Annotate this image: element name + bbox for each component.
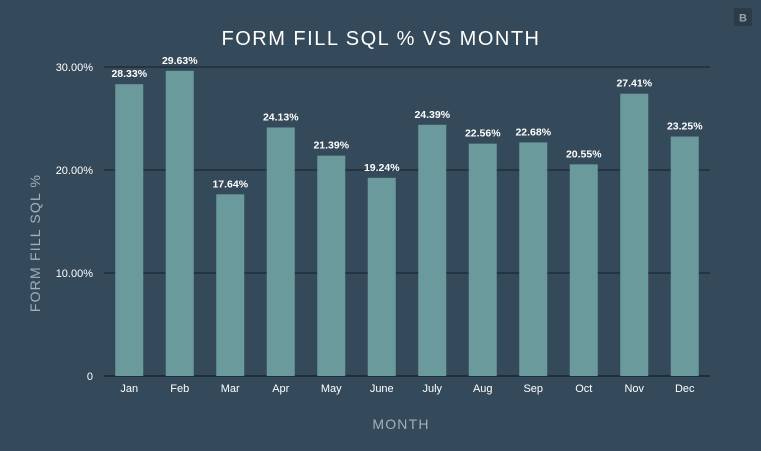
x-tick-label: July (422, 383, 442, 395)
bar (367, 177, 396, 376)
bar (569, 164, 598, 376)
x-tick-label: Dec (675, 383, 695, 395)
bar (620, 93, 649, 376)
data-label: 19.24% (364, 162, 400, 174)
x-tick-label: Jan (120, 383, 138, 395)
data-label: 22.68% (515, 126, 551, 138)
data-label: 27.41% (616, 78, 652, 90)
y-axis-label: FORM FILL SQL % (27, 174, 43, 312)
bar (165, 70, 194, 376)
x-axis-label: MONTH (372, 416, 429, 432)
x-tick-label: Oct (575, 383, 592, 395)
chart-title: FORM FILL SQL % VS MONTH (222, 28, 541, 50)
x-tick-label: Feb (170, 383, 189, 395)
bar (418, 124, 447, 377)
bars (115, 70, 699, 377)
data-label: 17.64% (212, 178, 248, 190)
bar (317, 155, 346, 376)
data-label: 24.13% (263, 111, 299, 123)
bar (670, 136, 699, 376)
data-label: 23.25% (667, 121, 703, 133)
data-label: 22.56% (465, 128, 501, 140)
x-ticks: Jan Feb Mar Apr May June July Aug Sep Oct Nov Dec (120, 383, 695, 395)
data-label: 21.39% (313, 140, 349, 152)
logo-letter: B (739, 13, 747, 25)
x-tick-label: Nov (624, 383, 644, 395)
x-tick-label: May (321, 383, 342, 395)
y-tick-label: 20.00% (56, 165, 94, 177)
y-ticks: 0 10.00% 20.00% 30.00% (56, 62, 94, 383)
y-tick-label: 30.00% (56, 62, 94, 74)
x-tick-label: June (370, 383, 394, 395)
x-tick-label: Aug (473, 383, 493, 395)
data-label: 28.33% (111, 68, 147, 80)
data-label: 29.63% (162, 55, 198, 67)
bar (468, 143, 497, 376)
gridlines (104, 66, 710, 377)
data-label: 20.55% (566, 148, 602, 160)
x-tick-label: Mar (221, 383, 240, 395)
data-labels: 28.33% 29.63% 17.64% 24.13% 21.39% 19.24% 24.3… (111, 55, 703, 190)
x-tick-label: Apr (272, 383, 289, 395)
bar (115, 84, 144, 377)
brand-logo-icon: B (734, 8, 752, 26)
y-tick-label: 10.00% (56, 268, 94, 280)
x-tick-label: Sep (523, 383, 543, 395)
data-label: 24.39% (414, 109, 450, 121)
y-tick-label: 0 (87, 371, 93, 383)
bar (519, 142, 548, 376)
bar (216, 194, 245, 376)
bar (266, 127, 295, 376)
